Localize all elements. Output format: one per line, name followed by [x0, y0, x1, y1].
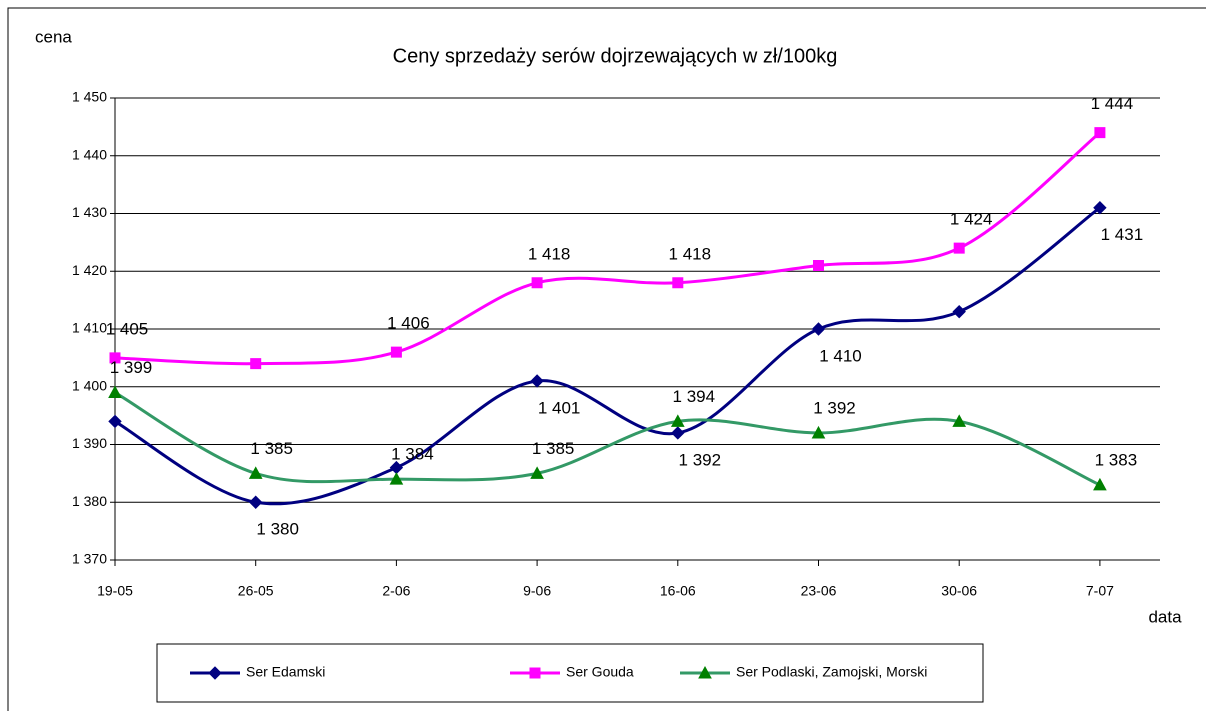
y-tick-label: 1 400	[72, 377, 107, 393]
data-point	[389, 472, 404, 485]
y-tick-label: 1 420	[72, 262, 107, 278]
chart-frame	[7, 7, 1206, 711]
data-point	[530, 466, 544, 479]
y-tick-label: 1 410	[72, 320, 107, 336]
data-label: 1 385	[532, 439, 575, 458]
x-tick-label: 23-06	[801, 583, 837, 599]
data-label: 1 431	[1101, 225, 1144, 244]
legend-label: Ser Podlaski, Zamojski, Morski	[736, 664, 927, 680]
data-label: 1 406	[387, 314, 430, 333]
data-point	[953, 242, 965, 254]
data-point	[390, 346, 402, 358]
x-axis-label: data	[1148, 607, 1182, 626]
data-label: 1 385	[250, 439, 293, 458]
data-label: 1 392	[679, 450, 722, 469]
data-point	[1093, 477, 1107, 491]
data-point	[1094, 127, 1106, 139]
legend-marker	[529, 667, 541, 679]
data-point	[952, 414, 967, 427]
y-tick-label: 1 440	[72, 146, 107, 162]
data-label: 1 399	[110, 358, 153, 377]
data-point	[108, 414, 122, 429]
data-label: 1 394	[673, 387, 716, 406]
data-point	[109, 352, 121, 364]
x-tick-label: 16-06	[660, 583, 696, 599]
x-tick-label: 9-06	[523, 583, 551, 599]
data-point	[811, 425, 826, 439]
data-point	[530, 374, 544, 388]
data-label: 1 383	[1095, 450, 1138, 469]
data-label: 1 418	[669, 244, 712, 263]
y-tick-label: 1 390	[72, 435, 107, 451]
data-point	[952, 304, 966, 319]
data-label: 1 424	[950, 210, 993, 229]
data-point	[108, 385, 122, 399]
legend-label: Ser Gouda	[566, 664, 634, 680]
series-line	[114, 206, 1101, 506]
data-label: 1 405	[106, 319, 149, 338]
data-label: 1 401	[538, 398, 581, 417]
legend-marker	[698, 665, 712, 679]
legend-marker	[208, 666, 222, 680]
data-point	[813, 259, 824, 271]
legend-label: Ser Edamski	[246, 664, 325, 680]
data-label: 1 418	[528, 244, 571, 263]
data-point	[811, 322, 826, 336]
data-point	[248, 495, 263, 509]
x-tick-label: 30-06	[941, 583, 977, 599]
chart-title: Ceny sprzedaży serów dojrzewających w zł…	[393, 45, 838, 67]
x-tick-label: 19-05	[97, 583, 133, 599]
y-tick-label: 1 380	[72, 493, 107, 509]
legend-box	[156, 643, 984, 703]
data-point	[671, 426, 685, 440]
x-tick-label: 7-07	[1086, 583, 1114, 599]
data-point	[248, 466, 263, 479]
data-label: 1 410	[819, 346, 862, 365]
y-axis-label: cena	[35, 27, 72, 46]
data-label: 1 380	[256, 520, 299, 539]
data-point	[1093, 201, 1107, 215]
y-tick-label: 1 370	[72, 551, 107, 567]
data-point	[670, 414, 685, 427]
data-point	[672, 277, 684, 289]
x-tick-label: 2-06	[382, 583, 410, 599]
y-tick-label: 1 450	[72, 89, 107, 105]
data-label: 1 384	[391, 445, 434, 464]
y-tick-label: 1 430	[72, 204, 107, 220]
data-point	[250, 358, 262, 370]
data-label: 1 392	[813, 398, 856, 417]
series-line	[114, 391, 1101, 487]
data-point	[531, 277, 543, 289]
data-label: 1 444	[1091, 94, 1134, 113]
x-tick-label: 26-05	[238, 583, 274, 599]
